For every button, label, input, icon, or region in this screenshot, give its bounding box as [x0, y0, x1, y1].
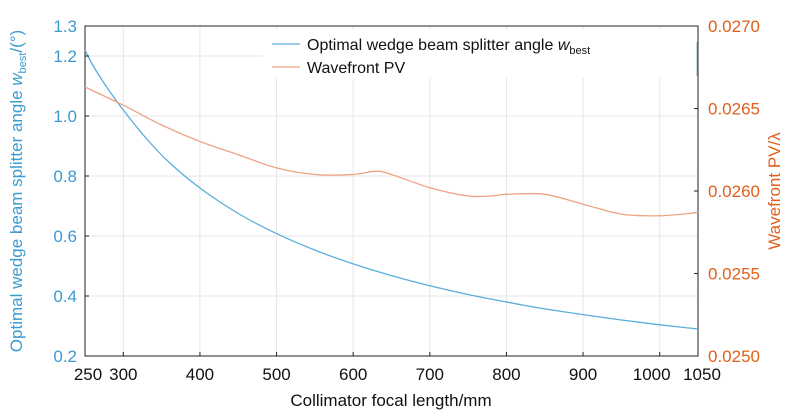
- left-tick-label: 0.4: [53, 287, 77, 306]
- ticks: 250 300 400 500 600 700 800 900 1000 1050 0.2 0.4 0.…: [53, 17, 760, 384]
- x-axis-title: Collimator focal length/mm: [290, 391, 491, 410]
- left-tick-label: 1.2: [53, 47, 77, 66]
- x-tick-label: 900: [569, 365, 597, 384]
- series-layer: [84, 49, 699, 330]
- series-line-wedge-angle: [84, 49, 699, 330]
- right-tick-label: 0.0250: [708, 347, 760, 366]
- x-tick-label: 600: [339, 365, 367, 384]
- left-tick-label: 1.0: [53, 107, 77, 126]
- legend-label-pv: Wavefront PV: [307, 60, 405, 77]
- left-tick-label: 0.8: [53, 167, 77, 186]
- left-tick-label: 0.6: [53, 227, 77, 246]
- legend: Optimal wedge beam splitter angle wbest …: [263, 30, 698, 78]
- x-tick-label: 300: [109, 365, 137, 384]
- x-tick-label: 700: [416, 365, 444, 384]
- legend-box: [263, 30, 696, 78]
- x-tick-label: 800: [492, 365, 520, 384]
- x-tick-label: 250: [74, 365, 102, 384]
- x-tick-label: 500: [262, 365, 290, 384]
- left-tick-label: 1.3: [53, 17, 77, 36]
- right-axis-title: Wavefront PV/λ: [765, 132, 784, 250]
- right-tick-label: 0.0260: [708, 182, 760, 201]
- x-tick-label: 1050: [683, 365, 721, 384]
- right-tick-label: 0.0265: [708, 100, 760, 119]
- legend-label-angle: Optimal wedge beam splitter angle wbest: [307, 37, 590, 57]
- x-tick-label: 1000: [633, 365, 671, 384]
- left-axis-title: Optimal wedge beam splitter angle wbest/…: [7, 30, 29, 352]
- right-tick-label: 0.0255: [708, 265, 760, 284]
- left-tick-label: 0.2: [53, 347, 77, 366]
- series-line-wavefront-pv: [84, 86, 699, 217]
- x-tick-label: 400: [186, 365, 214, 384]
- right-tick-label: 0.0270: [708, 17, 760, 36]
